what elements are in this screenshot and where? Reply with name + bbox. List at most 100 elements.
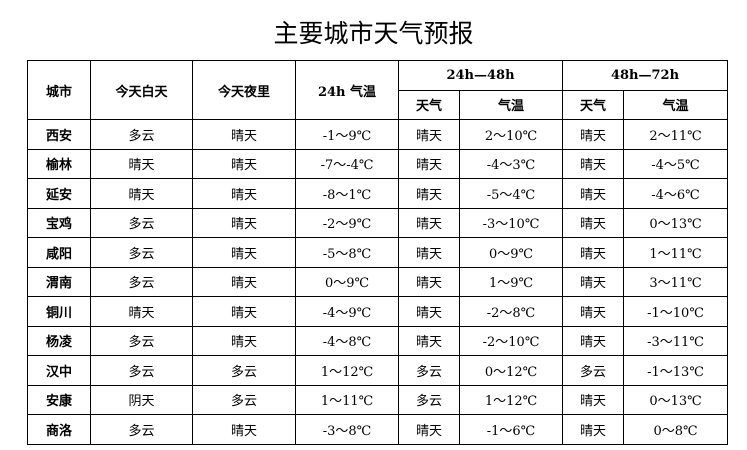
table-row: 西安 多云 晴天 -1～9℃ 晴天 2～10℃ 晴天 2～11℃ [27, 119, 728, 150]
header-temp: 气温 [623, 89, 728, 120]
cell-temp-72h: 0～8℃ [623, 414, 728, 445]
table-row: 延安 晴天 晴天 -8～1℃ 晴天 -5～4℃ 晴天 -4～6℃ [27, 178, 728, 209]
table-row: 宝鸡 多云 晴天 -2～9℃ 晴天 -3～10℃ 晴天 0～13℃ [27, 207, 728, 238]
cell-today-day: 晴天 [90, 148, 193, 179]
cell-today-day: 晴天 [90, 178, 193, 209]
cell-temp-24h: -4～9℃ [295, 296, 399, 327]
cell-weather-72h: 晴天 [562, 296, 624, 327]
cell-city: 榆林 [27, 148, 91, 179]
cell-today-day: 多云 [90, 355, 193, 386]
cell-temp-48h: 2～10℃ [459, 119, 563, 150]
cell-temp-72h: 3～11℃ [623, 266, 728, 297]
cell-temp-72h: 0～13℃ [623, 384, 728, 415]
cell-temp-72h: 0～13℃ [623, 207, 728, 238]
cell-weather-48h: 多云 [398, 355, 460, 386]
cell-temp-48h: -3～10℃ [459, 207, 563, 238]
table-row: 商洛 多云 晴天 -3～8℃ 晴天 -1～6℃ 晴天 0～8℃ [27, 414, 728, 445]
cell-weather-72h: 晴天 [562, 384, 624, 415]
cell-temp-24h: 1～11℃ [295, 384, 399, 415]
cell-weather-48h: 晴天 [398, 207, 460, 238]
cell-weather-72h: 晴天 [562, 266, 624, 297]
cell-today-night: 晴天 [192, 178, 296, 209]
cell-temp-24h: -7～-4℃ [295, 148, 399, 179]
cell-today-day: 多云 [90, 237, 193, 268]
page-title: 主要城市天气预报 [273, 19, 474, 48]
cell-temp-24h: -1～9℃ [295, 119, 399, 150]
cell-weather-48h: 晴天 [398, 414, 460, 445]
cell-today-day: 多云 [90, 414, 193, 445]
cell-weather-48h: 晴天 [398, 119, 460, 150]
table-row: 榆林 晴天 晴天 -7～-4℃ 晴天 -4～3℃ 晴天 -4～5℃ [27, 148, 728, 179]
cell-weather-48h: 晴天 [398, 178, 460, 209]
cell-today-day: 阴天 [90, 384, 193, 415]
weather-table: 城市 今天白天 今天夜里 24h 气温 24h—48h 48h—72h 天气 气… [27, 60, 728, 445]
cell-today-night: 晴天 [192, 325, 296, 356]
cell-city: 安康 [27, 384, 91, 415]
header-temp: 气温 [459, 89, 563, 120]
cell-temp-72h: 1～11℃ [623, 237, 728, 268]
cell-today-night: 晴天 [192, 237, 296, 268]
header-48-72h: 48h—72h [562, 60, 728, 91]
header-city: 城市 [27, 60, 91, 120]
cell-today-day: 多云 [90, 207, 193, 238]
cell-today-night: 晴天 [192, 207, 296, 238]
cell-today-day: 多云 [90, 119, 193, 150]
cell-city: 宝鸡 [27, 207, 91, 238]
cell-temp-48h: -5～4℃ [459, 178, 563, 209]
header-today-night: 今天夜里 [192, 60, 296, 120]
cell-weather-72h: 多云 [562, 355, 624, 386]
cell-today-night: 晴天 [192, 296, 296, 327]
cell-temp-72h: -3～11℃ [623, 325, 728, 356]
cell-city: 汉中 [27, 355, 91, 386]
cell-temp-48h: 0～12℃ [459, 355, 563, 386]
table-row: 咸阳 多云 晴天 -5～8℃ 晴天 0～9℃ 晴天 1～11℃ [27, 237, 728, 268]
cell-today-night: 多云 [192, 355, 296, 386]
cell-today-day: 晴天 [90, 296, 193, 327]
cell-temp-48h: -2～8℃ [459, 296, 563, 327]
cell-temp-48h: -2～10℃ [459, 325, 563, 356]
cell-temp-72h: -4～5℃ [623, 148, 728, 179]
cell-temp-48h: -4～3℃ [459, 148, 563, 179]
header-24h-temp: 24h 气温 [295, 60, 399, 120]
header-today-day: 今天白天 [90, 60, 193, 120]
cell-today-night: 晴天 [192, 148, 296, 179]
cell-temp-72h: -1～13℃ [623, 355, 728, 386]
table-row: 渭南 多云 晴天 0～9℃ 晴天 1～9℃ 晴天 3～11℃ [27, 266, 728, 297]
cell-weather-72h: 晴天 [562, 325, 624, 356]
cell-temp-24h: -3～8℃ [295, 414, 399, 445]
table-row: 安康 阴天 多云 1～11℃ 多云 1～12℃ 晴天 0～13℃ [27, 384, 728, 415]
cell-weather-48h: 晴天 [398, 325, 460, 356]
cell-temp-24h: -8～1℃ [295, 178, 399, 209]
table-row: 汉中 多云 多云 1～12℃ 多云 0～12℃ 多云 -1～13℃ [27, 355, 728, 386]
cell-city: 西安 [27, 119, 91, 150]
cell-weather-48h: 晴天 [398, 266, 460, 297]
table-row: 铜川 晴天 晴天 -4～9℃ 晴天 -2～8℃ 晴天 -1～10℃ [27, 296, 728, 327]
cell-today-day: 多云 [90, 325, 193, 356]
cell-today-night: 多云 [192, 384, 296, 415]
cell-today-night: 晴天 [192, 414, 296, 445]
cell-weather-48h: 晴天 [398, 148, 460, 179]
cell-weather-72h: 晴天 [562, 414, 624, 445]
cell-today-night: 晴天 [192, 266, 296, 297]
header-weather: 天气 [562, 89, 624, 120]
cell-city: 商洛 [27, 414, 91, 445]
cell-temp-24h: 1～12℃ [295, 355, 399, 386]
cell-temp-72h: -1～10℃ [623, 296, 728, 327]
cell-weather-72h: 晴天 [562, 237, 624, 268]
cell-city: 杨凌 [27, 325, 91, 356]
cell-city: 铜川 [27, 296, 91, 327]
table-row: 杨凌 多云 晴天 -4～8℃ 晴天 -2～10℃ 晴天 -3～11℃ [27, 325, 728, 356]
cell-weather-48h: 晴天 [398, 237, 460, 268]
cell-temp-24h: 0～9℃ [295, 266, 399, 297]
cell-weather-72h: 晴天 [562, 178, 624, 209]
header-weather: 天气 [398, 89, 460, 120]
cell-city: 咸阳 [27, 237, 91, 268]
cell-temp-24h: -4～8℃ [295, 325, 399, 356]
cell-temp-72h: 2～11℃ [623, 119, 728, 150]
cell-weather-72h: 晴天 [562, 207, 624, 238]
cell-temp-48h: 1～12℃ [459, 384, 563, 415]
cell-temp-24h: -5～8℃ [295, 237, 399, 268]
cell-today-day: 多云 [90, 266, 193, 297]
cell-temp-72h: -4～6℃ [623, 178, 728, 209]
cell-weather-72h: 晴天 [562, 119, 624, 150]
